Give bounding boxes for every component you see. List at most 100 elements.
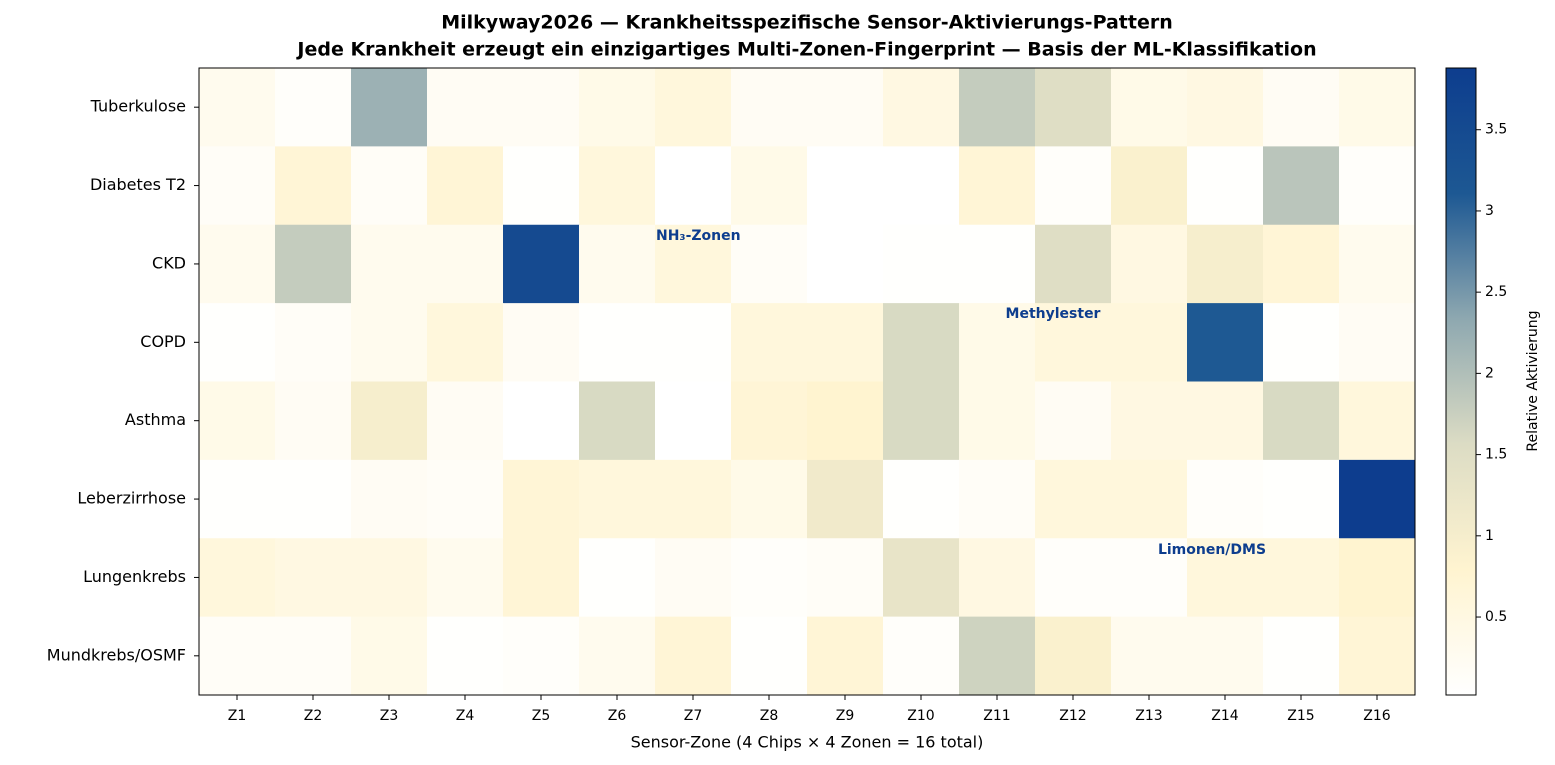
heatmap-cell (731, 303, 808, 382)
heatmap-cell (883, 381, 960, 461)
heatmap-cell (427, 146, 504, 226)
heatmap-cell (199, 303, 276, 382)
heatmap-cell (731, 538, 808, 618)
annotation: NH₃-Zonen (656, 228, 741, 244)
heatmap-cell (351, 538, 428, 618)
heatmap-cell (1339, 303, 1416, 382)
y-tick-label: CKD (152, 253, 186, 272)
heatmap-cell (351, 224, 428, 304)
heatmap-cell (731, 68, 808, 147)
heatmap-cell (275, 381, 352, 461)
chart-title: Milkyway2026 — Krankheitsspezifische Sen… (441, 12, 1173, 34)
x-tick-label: Z5 (532, 708, 551, 724)
heatmap-cell (199, 616, 276, 696)
heatmap-cell (655, 459, 732, 539)
heatmap-cell (959, 381, 1036, 461)
x-tick-label: Z12 (1059, 708, 1086, 724)
heatmap-cell (1111, 68, 1188, 147)
x-tick-label: Z9 (836, 708, 855, 724)
heatmap-cell (1035, 224, 1112, 304)
heatmap-cell (1263, 303, 1340, 382)
heatmap-cell (1187, 459, 1264, 539)
heatmap-cell (655, 538, 732, 618)
heatmap-cell (275, 538, 352, 618)
heatmap-cell (655, 146, 732, 226)
heatmap-cell (1263, 538, 1340, 618)
heatmap-cell (427, 303, 504, 382)
heatmap-cell (807, 459, 884, 539)
heatmap-cell (1187, 303, 1264, 382)
heatmap-cell (1187, 146, 1264, 226)
heatmap-cell (731, 224, 808, 304)
colorbar (1445, 67, 1477, 696)
heatmap-cell (883, 146, 960, 226)
annotation: Methylester (1006, 306, 1101, 322)
heatmap-cell (1339, 146, 1416, 226)
heatmap-cell (503, 68, 580, 147)
heatmap-cell (579, 68, 656, 147)
x-axis-label: Sensor-Zone (4 Chips × 4 Zonen = 16 tota… (631, 733, 984, 752)
heatmap-cell (655, 616, 732, 696)
heatmap-cell (655, 303, 732, 382)
heatmap-cell (199, 224, 276, 304)
heatmap-cell (427, 224, 504, 304)
heatmap-cell (427, 459, 504, 539)
heatmap-cell (1263, 224, 1340, 304)
heatmap-cell (731, 459, 808, 539)
y-tick-label: Asthma (125, 410, 186, 429)
heatmap-cell (275, 303, 352, 382)
heatmap-cell (1035, 616, 1112, 696)
heatmap-cell (1187, 68, 1264, 147)
x-tick-label: Z8 (760, 708, 779, 724)
heatmap-cell (807, 146, 884, 226)
x-tick-label: Z13 (1135, 708, 1162, 724)
colorbar-tick-label: 2 (1485, 365, 1494, 381)
heatmap-cell (351, 303, 428, 382)
heatmap-cell (579, 538, 656, 618)
colorbar-tick-label: 0.5 (1485, 609, 1507, 625)
heatmap-cell (731, 616, 808, 696)
heatmap-cell (1187, 381, 1264, 461)
heatmap-cell (1111, 381, 1188, 461)
heatmap-cell (655, 381, 732, 461)
x-tick-label: Z11 (983, 708, 1010, 724)
heatmap-cell (1263, 381, 1340, 461)
heatmap-cell (503, 459, 580, 539)
heatmap-cell (503, 224, 580, 304)
heatmap-cell (959, 538, 1036, 618)
heatmap-cell (1111, 224, 1188, 304)
heatmap-cell (731, 146, 808, 226)
colorbar-label: Relative Aktivierung (1525, 310, 1541, 451)
heatmap-cell (1263, 146, 1340, 226)
heatmap-cell (1035, 381, 1112, 461)
heatmap-cell (883, 224, 960, 304)
y-tick-label: Leberzirrhose (77, 489, 186, 508)
heatmap-cell (275, 224, 352, 304)
heatmap-cell (427, 68, 504, 147)
heatmap-cell (959, 303, 1036, 382)
heatmap-cell (503, 303, 580, 382)
x-tick-label: Z10 (907, 708, 934, 724)
heatmap-cell (579, 303, 656, 382)
heatmap-cell (1035, 146, 1112, 226)
colorbar-tick-label: 1 (1485, 528, 1494, 544)
heatmap-cell (807, 303, 884, 382)
heatmap-cell (1111, 616, 1188, 696)
heatmap-cell (807, 616, 884, 696)
heatmap-cell (959, 459, 1036, 539)
heatmap-cell (579, 616, 656, 696)
heatmap-cell (1035, 459, 1112, 539)
x-tick-label: Z7 (684, 708, 703, 724)
heatmap-cell (1187, 538, 1264, 618)
heatmap-cell (427, 381, 504, 461)
heatmap-cell (807, 381, 884, 461)
heatmap-cell (1263, 459, 1340, 539)
heatmap-cell (959, 616, 1036, 696)
plot-frame (198, 67, 1416, 696)
heatmap-cell (959, 146, 1036, 226)
heatmap-cell (427, 538, 504, 618)
annotation: Limonen/DMS (1158, 542, 1266, 558)
heatmap-cell (655, 224, 732, 304)
heatmap-cell (807, 538, 884, 618)
